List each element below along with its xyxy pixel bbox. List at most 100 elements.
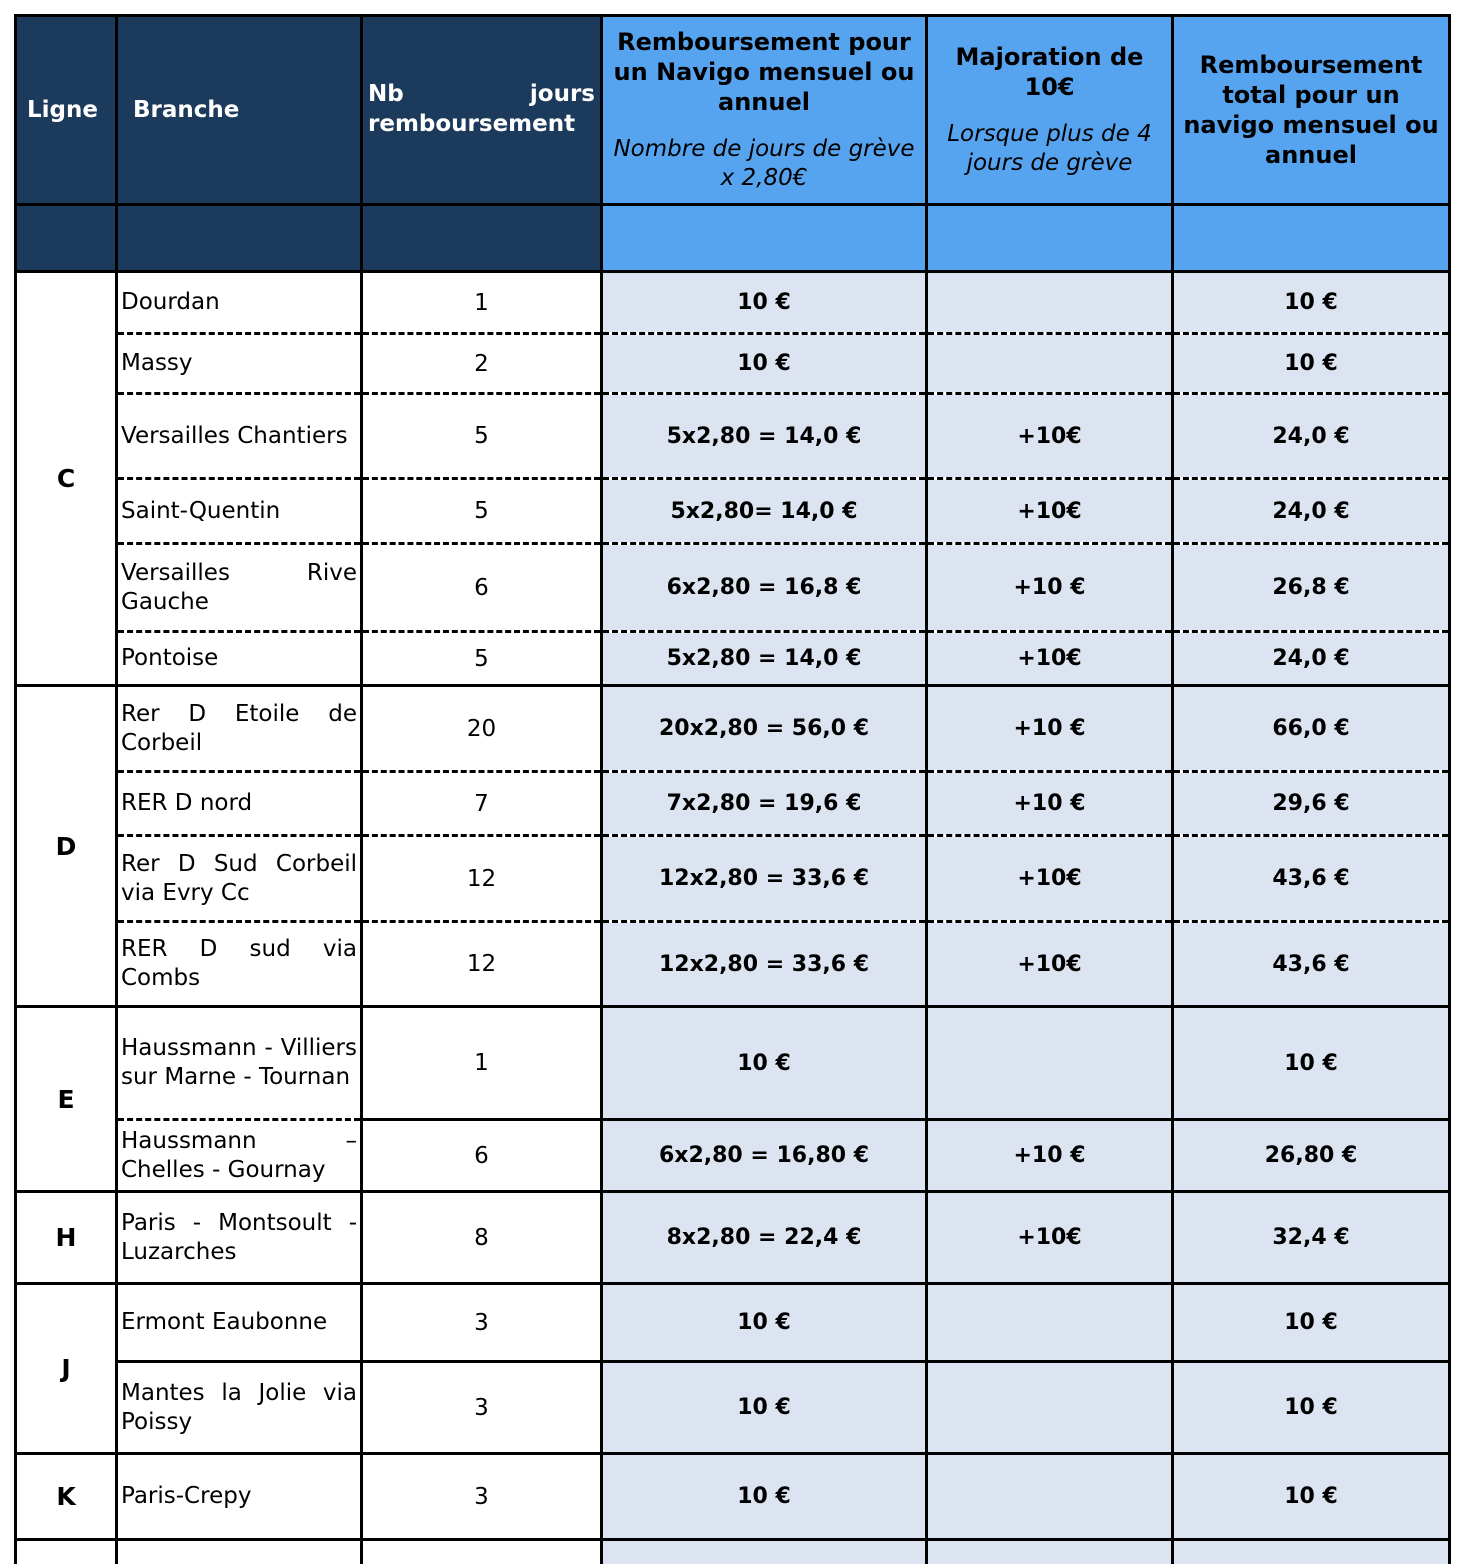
nb-jours-cell: 20 xyxy=(360,685,603,773)
ligne-cell: C xyxy=(14,271,118,687)
column-header-remboursement-subtitle: Nombre de jours de grève x 2,80€ xyxy=(613,136,915,191)
table-row: C Dourdan 1 10 €10 € xyxy=(14,271,1451,687)
remboursement-cell: 5x2,80 = 14,0 € xyxy=(600,393,928,480)
nb-jours-cell: 7 xyxy=(360,771,603,837)
header-spacer-cell xyxy=(600,204,928,273)
total-cell: 24,0 € xyxy=(1171,478,1451,545)
table-row: H Paris - Montsoult - Luzarches 8 8x2,80 = … xyxy=(14,1191,1451,1285)
header-spacer-cell xyxy=(14,204,118,273)
majoration-cell: +10 € xyxy=(925,771,1174,837)
header-spacer-cell xyxy=(1171,204,1451,273)
branche-cell: Ermont Eaubonne xyxy=(115,1283,363,1363)
remboursement-cell: 6x2,80 = 16,80 € xyxy=(600,1119,928,1193)
majoration-cell: +10€ xyxy=(925,1191,1174,1285)
nb-jours-cell: 8 xyxy=(360,1191,603,1285)
table-row: Massy 2 10 €10 € xyxy=(16,333,1451,395)
majoration-cell xyxy=(925,271,1174,335)
reimbursement-table-page: Ligne Branche Nb jours remboursement Rem… xyxy=(14,14,1451,1564)
remboursement-cell: 10 € xyxy=(600,333,928,395)
table-row: J Ermont Eaubonne 3 10 €10 € xyxy=(14,1283,1451,1455)
header-spacer-cell xyxy=(925,204,1174,273)
nb-jours-cell: 3 xyxy=(360,1283,603,1363)
ligne-cell: D xyxy=(14,685,118,1008)
nb-jours-cell: 1 xyxy=(360,271,603,335)
branche-cell: Rer D Sud Corbeil via Evry Cc xyxy=(115,835,363,923)
total-cell: 10 € xyxy=(1171,333,1451,395)
total-cell: 24,0 € xyxy=(1171,393,1451,480)
partial-cell xyxy=(14,1539,118,1564)
ligne-cell: E xyxy=(14,1006,118,1193)
nb-jours-cell: 1 xyxy=(360,1006,603,1121)
branche-cell: Paris-Crepy xyxy=(115,1453,363,1541)
majoration-cell xyxy=(925,1361,1174,1455)
table-row: Pontoise 5 5x2,80 = 14,0 € +10€ 24,0 € xyxy=(16,631,1451,687)
nb-jours-cell: 5 xyxy=(360,393,603,480)
remboursement-cell: 6x2,80 = 16,8 € xyxy=(600,543,928,633)
branche-cell: Haussmann - Villiers sur Marne - Tournan xyxy=(115,1006,363,1121)
majoration-cell xyxy=(925,1006,1174,1121)
column-header-total-title: Remboursement total pour un navigo mensu… xyxy=(1183,51,1439,169)
nb-jours-cell: 2 xyxy=(360,333,603,395)
table-row: Versailles Chantiers 5 5x2,80 = 14,0 € +10€… xyxy=(16,393,1451,480)
majoration-cell: +10€ xyxy=(925,835,1174,923)
nb-jours-cell: 5 xyxy=(360,631,603,687)
majoration-cell: +10€ xyxy=(925,393,1174,480)
header-row: Ligne Branche Nb jours remboursement Rem… xyxy=(14,15,1451,206)
total-cell: 10 € xyxy=(1171,271,1451,335)
nb-jours-cell: 3 xyxy=(360,1453,603,1541)
remboursement-cell: 10 € xyxy=(600,1453,928,1541)
nb-jours-cell: 5 xyxy=(360,478,603,545)
total-cell: 10 € xyxy=(1171,1361,1451,1455)
table-row: Rer D Sud Corbeil via Evry Cc 12 12x2,80 =… xyxy=(16,835,1451,923)
nb-jours-cell: 6 xyxy=(360,1119,603,1193)
reimbursement-table: Ligne Branche Nb jours remboursement Rem… xyxy=(14,14,1451,1564)
column-header-majoration-subtitle: Lorsque plus de 4 jours de grève xyxy=(947,121,1152,176)
branche-cell: Dourdan xyxy=(115,271,363,335)
total-cell: 26,8 € xyxy=(1171,543,1451,633)
remboursement-cell: 20x2,80 = 56,0 € xyxy=(600,685,928,773)
branche-cell: Haussmann – Chelles - Gournay xyxy=(115,1119,363,1193)
majoration-cell xyxy=(925,1283,1174,1363)
majoration-cell xyxy=(925,333,1174,395)
total-cell: 66,0 € xyxy=(1171,685,1451,773)
header-spacer-cell xyxy=(360,204,603,273)
partial-cell xyxy=(600,1539,928,1564)
majoration-cell xyxy=(925,1453,1174,1541)
branche-cell: Versailles Rive Gauche xyxy=(115,543,363,633)
ligne-cell: K xyxy=(14,1453,118,1541)
branche-cell: RER D nord xyxy=(115,771,363,837)
table-row: K Paris-Crepy 3 10 €10 € xyxy=(14,1453,1451,1541)
total-cell: 29,6 € xyxy=(1171,771,1451,837)
majoration-cell: +10 € xyxy=(925,685,1174,773)
total-cell: 26,80 € xyxy=(1171,1119,1451,1193)
majoration-cell: +10€ xyxy=(925,631,1174,687)
total-cell: 32,4 € xyxy=(1171,1191,1451,1285)
total-cell: 43,6 € xyxy=(1171,835,1451,923)
total-cell: 43,6 € xyxy=(1171,921,1451,1008)
table-row: E Haussmann - Villiers sur Marne - Tourna… xyxy=(14,1006,1451,1193)
branche-cell: Rer D Etoile de Corbeil xyxy=(115,685,363,773)
majoration-cell: +10 € xyxy=(925,1119,1174,1193)
partial-cell xyxy=(360,1539,603,1564)
nb-jours-cell: 12 xyxy=(360,835,603,923)
nb-jours-cell: 6 xyxy=(360,543,603,633)
nb-jours-cell: 3 xyxy=(360,1361,603,1455)
column-header-majoration-title: Majoration de 10€ xyxy=(955,43,1144,102)
ligne-cell: H xyxy=(14,1191,118,1285)
remboursement-cell: 10 € xyxy=(600,1283,928,1363)
total-cell: 10 € xyxy=(1171,1453,1451,1541)
branche-cell: RER D sud via Combs xyxy=(115,921,363,1008)
table-row: Versailles Rive Gauche 6 6x2,80 = 16,8 € +1… xyxy=(16,543,1451,633)
header-spacer-cell xyxy=(115,204,363,273)
table-row: Saint-Quentin 5 5x2,80= 14,0 € +10€ 24,0 € xyxy=(16,478,1451,545)
table-row-partial xyxy=(14,1539,1451,1564)
partial-cell xyxy=(1171,1539,1451,1564)
table-row: RER D sud via Combs 12 12x2,80 = 33,6 € +10… xyxy=(16,921,1451,1008)
remboursement-cell: 12x2,80 = 33,6 € xyxy=(600,835,928,923)
table-row: Mantes la Jolie via Poissy 3 10 €10 € xyxy=(16,1361,1451,1455)
column-header-majoration: Majoration de 10€ Lorsque plus de 4 jour… xyxy=(925,15,1174,206)
branche-cell: Saint-Quentin xyxy=(115,478,363,545)
column-header-remboursement-title: Remboursement pour un Navigo mensuel ou … xyxy=(613,28,915,117)
column-header-nb-jours: Nb jours remboursement xyxy=(360,15,603,206)
